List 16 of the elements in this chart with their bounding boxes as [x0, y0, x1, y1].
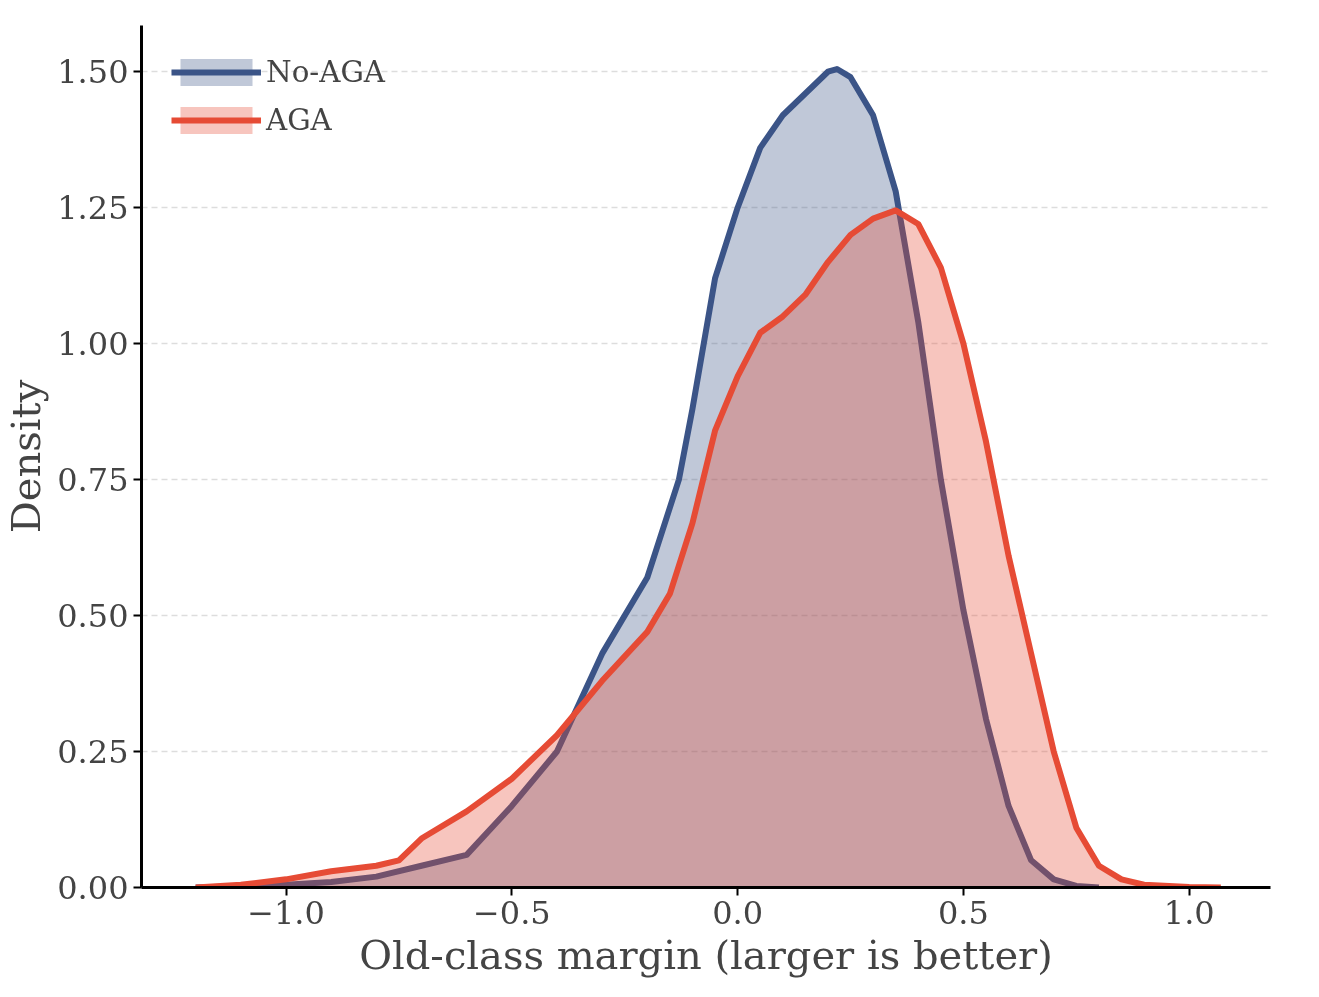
x-tick-label: −1.0 — [247, 893, 325, 932]
y-tick-label: 1.25 — [57, 189, 129, 228]
y-axis-title: Density — [3, 379, 50, 534]
x-axis-title: Old-class margin (larger is better) — [359, 931, 1053, 978]
y-tick-label: 0.25 — [57, 733, 129, 772]
y-tick-label: 0.00 — [57, 869, 129, 907]
y-tick-label: 0.75 — [57, 461, 129, 500]
y-tick-label: 1.00 — [57, 325, 129, 364]
x-tick-label: 0.0 — [712, 893, 764, 932]
legend-label: AGA — [266, 103, 332, 137]
x-tick-label: −0.5 — [472, 893, 551, 932]
y-tick-label: 1.50 — [57, 53, 129, 92]
legend-label: No-AGA — [266, 55, 386, 89]
x-tick-label: 1.0 — [1163, 893, 1215, 932]
x-tick-label: 0.5 — [937, 893, 989, 932]
y-tick-label: 0.50 — [57, 597, 129, 636]
